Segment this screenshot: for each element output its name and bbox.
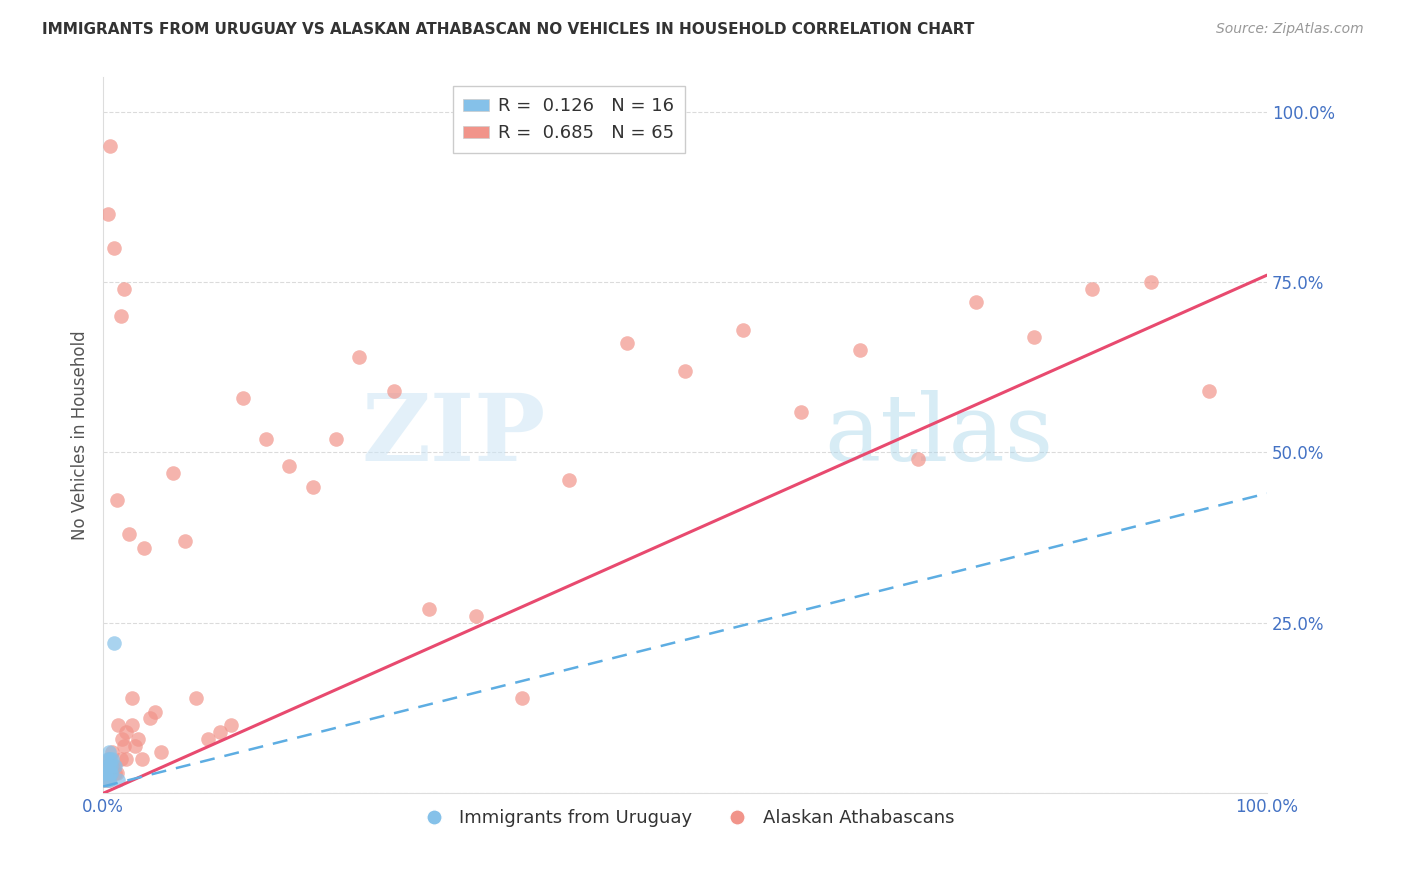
- Point: [96, 759, 118, 773]
- Point: [97, 772, 120, 787]
- Point: [96, 759, 118, 773]
- Point: [96, 759, 118, 773]
- Text: atlas: atlas: [825, 391, 1054, 481]
- Point: [145, 705, 167, 719]
- Point: [138, 711, 160, 725]
- Point: [101, 752, 124, 766]
- Point: [115, 752, 138, 766]
- Point: [100, 765, 122, 780]
- Point: [510, 690, 533, 705]
- Point: [219, 718, 242, 732]
- Point: [100, 759, 122, 773]
- Point: [97, 759, 120, 773]
- Point: [278, 459, 301, 474]
- Point: [150, 746, 173, 760]
- Point: [101, 746, 124, 760]
- Point: [325, 432, 347, 446]
- Point: [1198, 384, 1220, 398]
- Point: [104, 765, 127, 780]
- Point: [965, 295, 987, 310]
- Point: [97, 207, 120, 221]
- Point: [733, 323, 755, 337]
- Point: [97, 772, 120, 787]
- Point: [111, 731, 134, 746]
- Point: [94, 772, 117, 787]
- Point: [118, 527, 141, 541]
- Point: [124, 739, 146, 753]
- Text: Source: ZipAtlas.com: Source: ZipAtlas.com: [1216, 22, 1364, 37]
- Point: [132, 541, 155, 555]
- Point: [96, 772, 118, 787]
- Point: [105, 765, 128, 780]
- Point: [121, 690, 143, 705]
- Point: [418, 602, 440, 616]
- Point: [97, 765, 120, 780]
- Point: [1139, 275, 1161, 289]
- Point: [347, 350, 370, 364]
- Point: [104, 759, 127, 773]
- Point: [112, 282, 135, 296]
- Point: [790, 404, 813, 418]
- Legend: Immigrants from Uruguay, Alaskan Athabascans: Immigrants from Uruguay, Alaskan Athabas…: [409, 802, 962, 834]
- Point: [464, 609, 486, 624]
- Point: [162, 466, 184, 480]
- Point: [103, 759, 125, 773]
- Point: [208, 725, 231, 739]
- Point: [382, 384, 405, 398]
- Point: [186, 690, 208, 705]
- Point: [98, 759, 121, 773]
- Point: [301, 479, 323, 493]
- Point: [232, 391, 254, 405]
- Point: [673, 363, 696, 377]
- Point: [907, 452, 929, 467]
- Point: [103, 241, 125, 255]
- Point: [97, 746, 120, 760]
- Point: [107, 772, 129, 787]
- Point: [98, 752, 121, 766]
- Point: [121, 718, 143, 732]
- Point: [173, 534, 195, 549]
- Point: [97, 752, 120, 766]
- Text: ZIP: ZIP: [361, 391, 546, 481]
- Point: [107, 718, 129, 732]
- Y-axis label: No Vehicles in Household: No Vehicles in Household: [72, 331, 89, 541]
- Point: [115, 725, 138, 739]
- Point: [98, 765, 121, 780]
- Text: IMMIGRANTS FROM URUGUAY VS ALASKAN ATHABASCAN NO VEHICLES IN HOUSEHOLD CORRELATI: IMMIGRANTS FROM URUGUAY VS ALASKAN ATHAB…: [42, 22, 974, 37]
- Point: [105, 493, 128, 508]
- Point: [110, 752, 132, 766]
- Point: [97, 765, 120, 780]
- Point: [112, 739, 135, 753]
- Point: [103, 636, 125, 650]
- Point: [97, 759, 120, 773]
- Point: [1081, 282, 1104, 296]
- Point: [110, 309, 132, 323]
- Point: [557, 473, 579, 487]
- Point: [1024, 329, 1046, 343]
- Point: [97, 752, 120, 766]
- Point: [131, 752, 153, 766]
- Point: [98, 138, 121, 153]
- Point: [197, 731, 219, 746]
- Point: [94, 765, 117, 780]
- Point: [848, 343, 870, 358]
- Point: [100, 765, 122, 780]
- Point: [101, 759, 124, 773]
- Point: [616, 336, 638, 351]
- Point: [127, 731, 149, 746]
- Point: [254, 432, 277, 446]
- Point: [100, 759, 122, 773]
